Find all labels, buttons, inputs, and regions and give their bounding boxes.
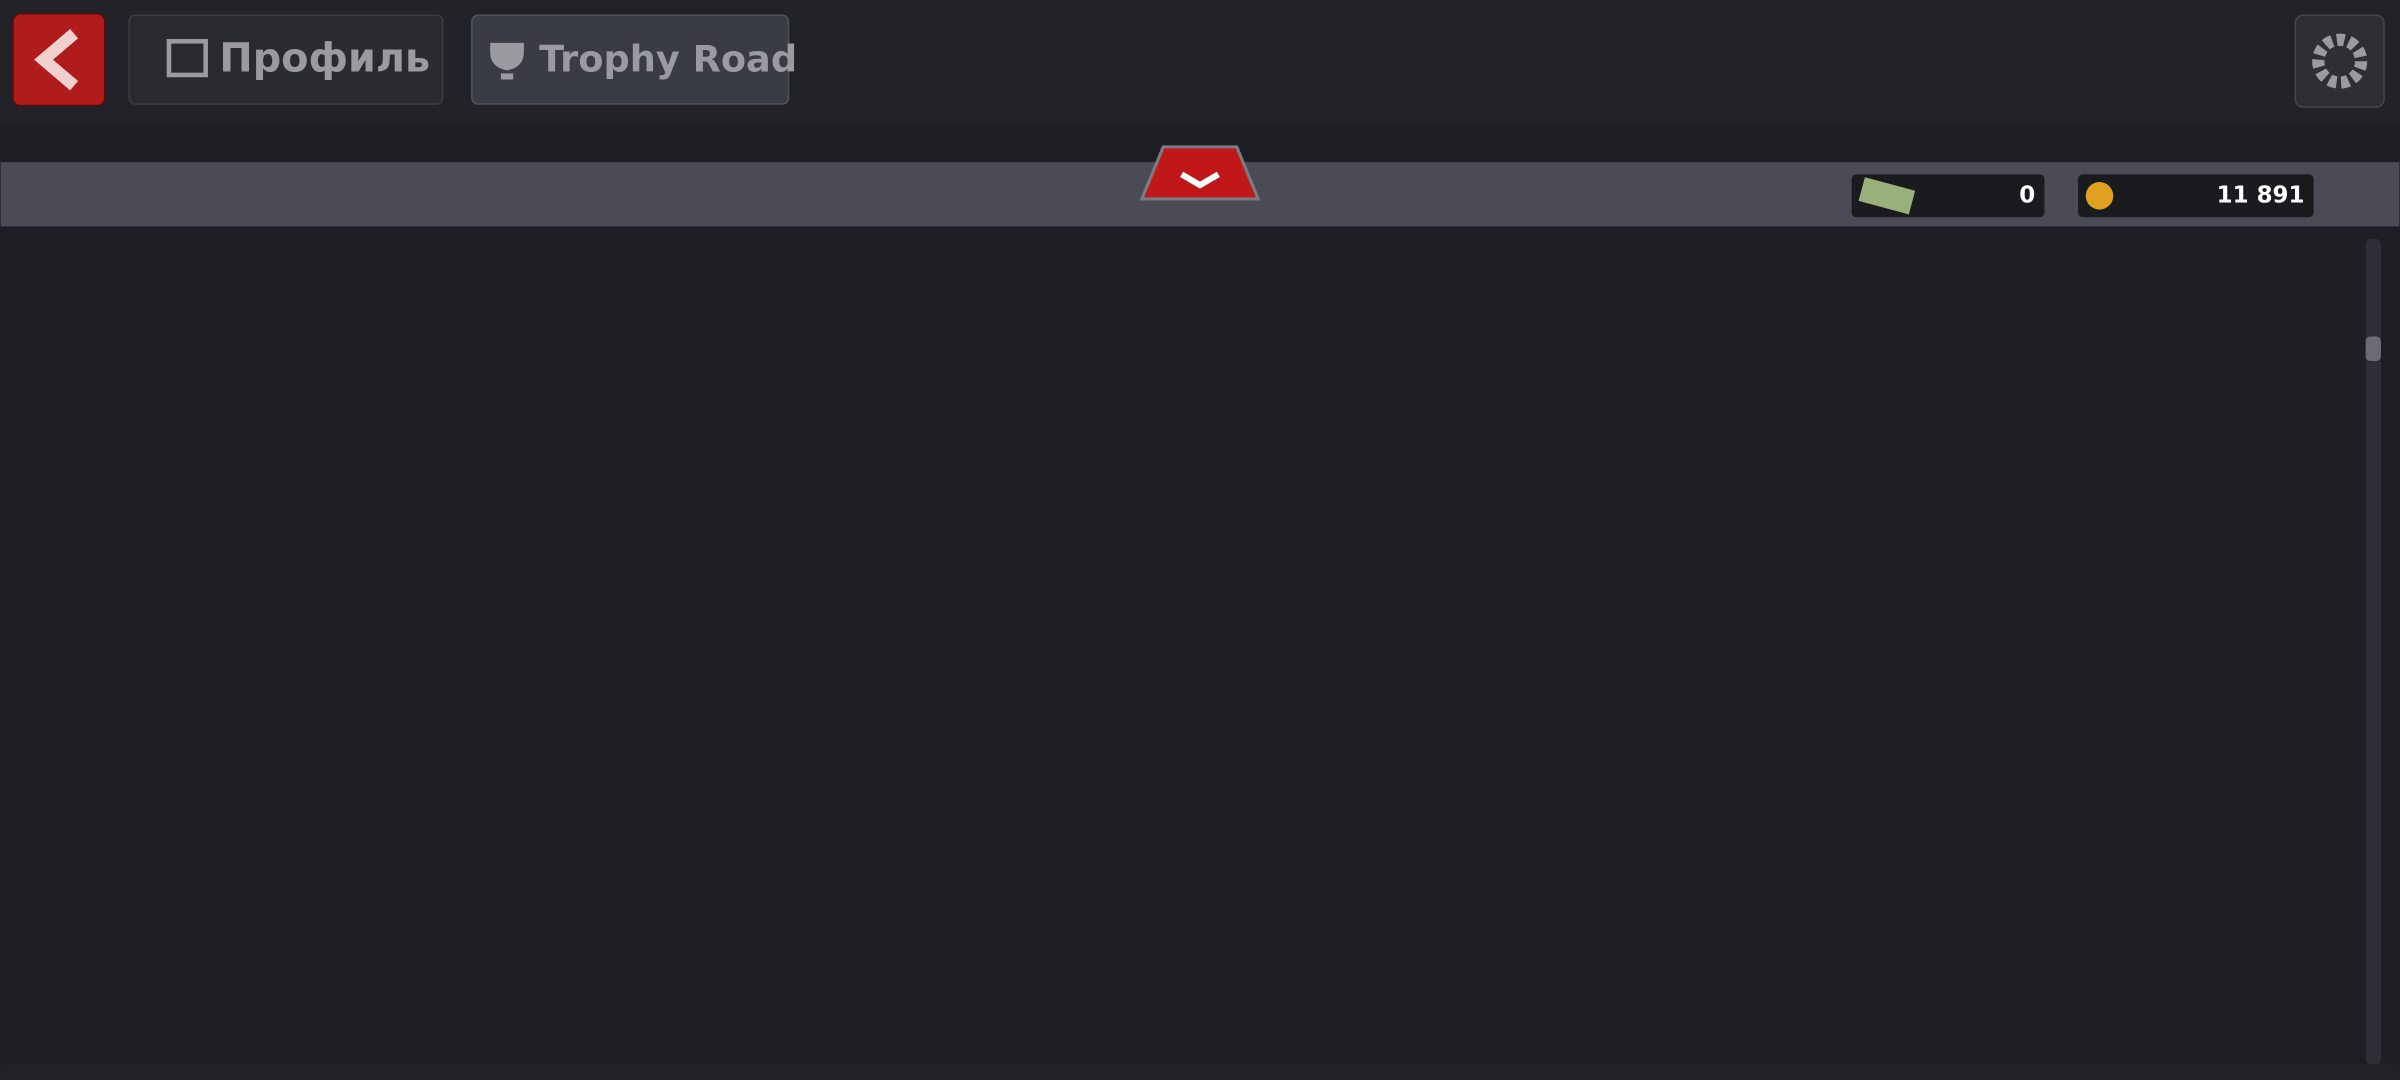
collapse-button[interactable] <box>1139 145 1261 201</box>
back-icon <box>34 28 79 91</box>
tab-label: Профиль <box>219 36 430 82</box>
coin-value: 11 891 <box>2217 182 2305 208</box>
profile-tab[interactable] <box>128 14 444 105</box>
cash-value: 0 <box>2019 182 2035 208</box>
scrollbar <box>2365 238 2381 1065</box>
scroll-thumb <box>2365 336 2381 362</box>
settings-button[interactable] <box>2294 14 2385 108</box>
coin-box <box>2078 174 2314 218</box>
coin-icon <box>2085 182 2114 210</box>
tab-label: Trophy Road <box>539 38 797 81</box>
collapse-icon <box>1180 171 1220 189</box>
profile-icon <box>166 39 208 78</box>
bottom-edge <box>0 1064 2400 1080</box>
trophy-icon <box>490 42 524 80</box>
trophy-tab[interactable] <box>471 14 790 105</box>
cash-icon <box>1858 177 1916 215</box>
settings-icon <box>2312 33 2368 89</box>
back-button[interactable] <box>12 13 106 107</box>
